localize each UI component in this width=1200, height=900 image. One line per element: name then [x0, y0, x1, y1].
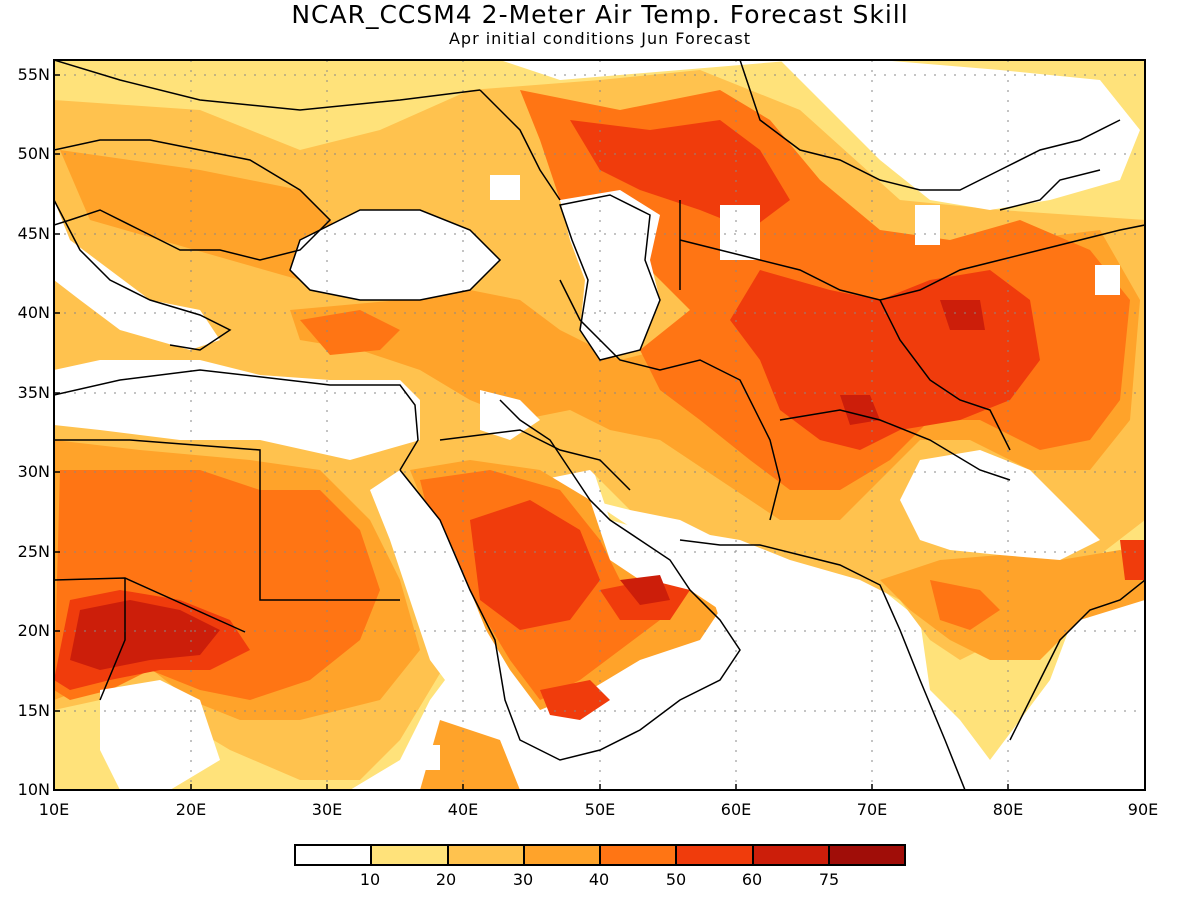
lat-label-50n: 50N: [17, 144, 50, 163]
lat-label-30n: 30N: [17, 462, 50, 481]
lon-label-70e: 70E: [856, 800, 888, 819]
colorbar-bin-2: [448, 846, 525, 864]
colorbar-bin-1: [372, 846, 449, 864]
lon-label-90e: 90E: [1127, 800, 1159, 819]
lat-label-35n: 35N: [17, 383, 50, 402]
colorbar-bin-4: [601, 846, 678, 864]
map-title: NCAR_CCSM4 2-Meter Air Temp. Forecast Sk…: [291, 0, 909, 29]
colorbar: [294, 844, 906, 866]
colorbar-label-30: 30: [512, 870, 534, 889]
axis-ticks: [53, 74, 1146, 790]
colorbar-label-60: 60: [741, 870, 763, 889]
lat-label-10n: 10N: [17, 780, 50, 799]
lon-label-20e: 20E: [175, 800, 207, 819]
lat-label-55n: 55N: [17, 65, 50, 84]
lon-label-10e: 10E: [38, 800, 70, 819]
lat-label-45n: 45N: [17, 224, 50, 243]
colorbar-label-50: 50: [665, 870, 687, 889]
map-gridlines: [54, 60, 1145, 790]
lon-label-30e: 30E: [311, 800, 343, 819]
colorbar-label-20: 20: [435, 870, 457, 889]
coastlines: [54, 60, 1145, 790]
lat-label-15n: 15N: [17, 701, 50, 720]
colorbar-label-75: 75: [818, 870, 840, 889]
lon-label-60e: 60E: [720, 800, 752, 819]
lat-label-25n: 25N: [17, 542, 50, 561]
colorbar-bin-0: [296, 846, 373, 864]
lon-label-80e: 80E: [992, 800, 1024, 819]
skill-shading: [54, 60, 1145, 790]
colorbar-bin-5: [677, 846, 754, 864]
colorbar-label-10: 10: [359, 870, 381, 889]
map-subtitle: Apr initial conditions Jun Forecast: [448, 29, 752, 48]
skill-level-60-75: [70, 300, 985, 670]
colorbar-label-40: 40: [588, 870, 610, 889]
colorbar-bin-3: [524, 846, 601, 864]
lat-label-40n: 40N: [17, 303, 50, 322]
skill-blank-areas: [54, 60, 1140, 790]
colorbar-bin-6: [753, 846, 830, 864]
colorbar-bin-7: [829, 846, 904, 864]
lon-label-40e: 40E: [447, 800, 479, 819]
lat-label-20n: 20N: [17, 621, 50, 640]
lon-label-50e: 50E: [584, 800, 616, 819]
